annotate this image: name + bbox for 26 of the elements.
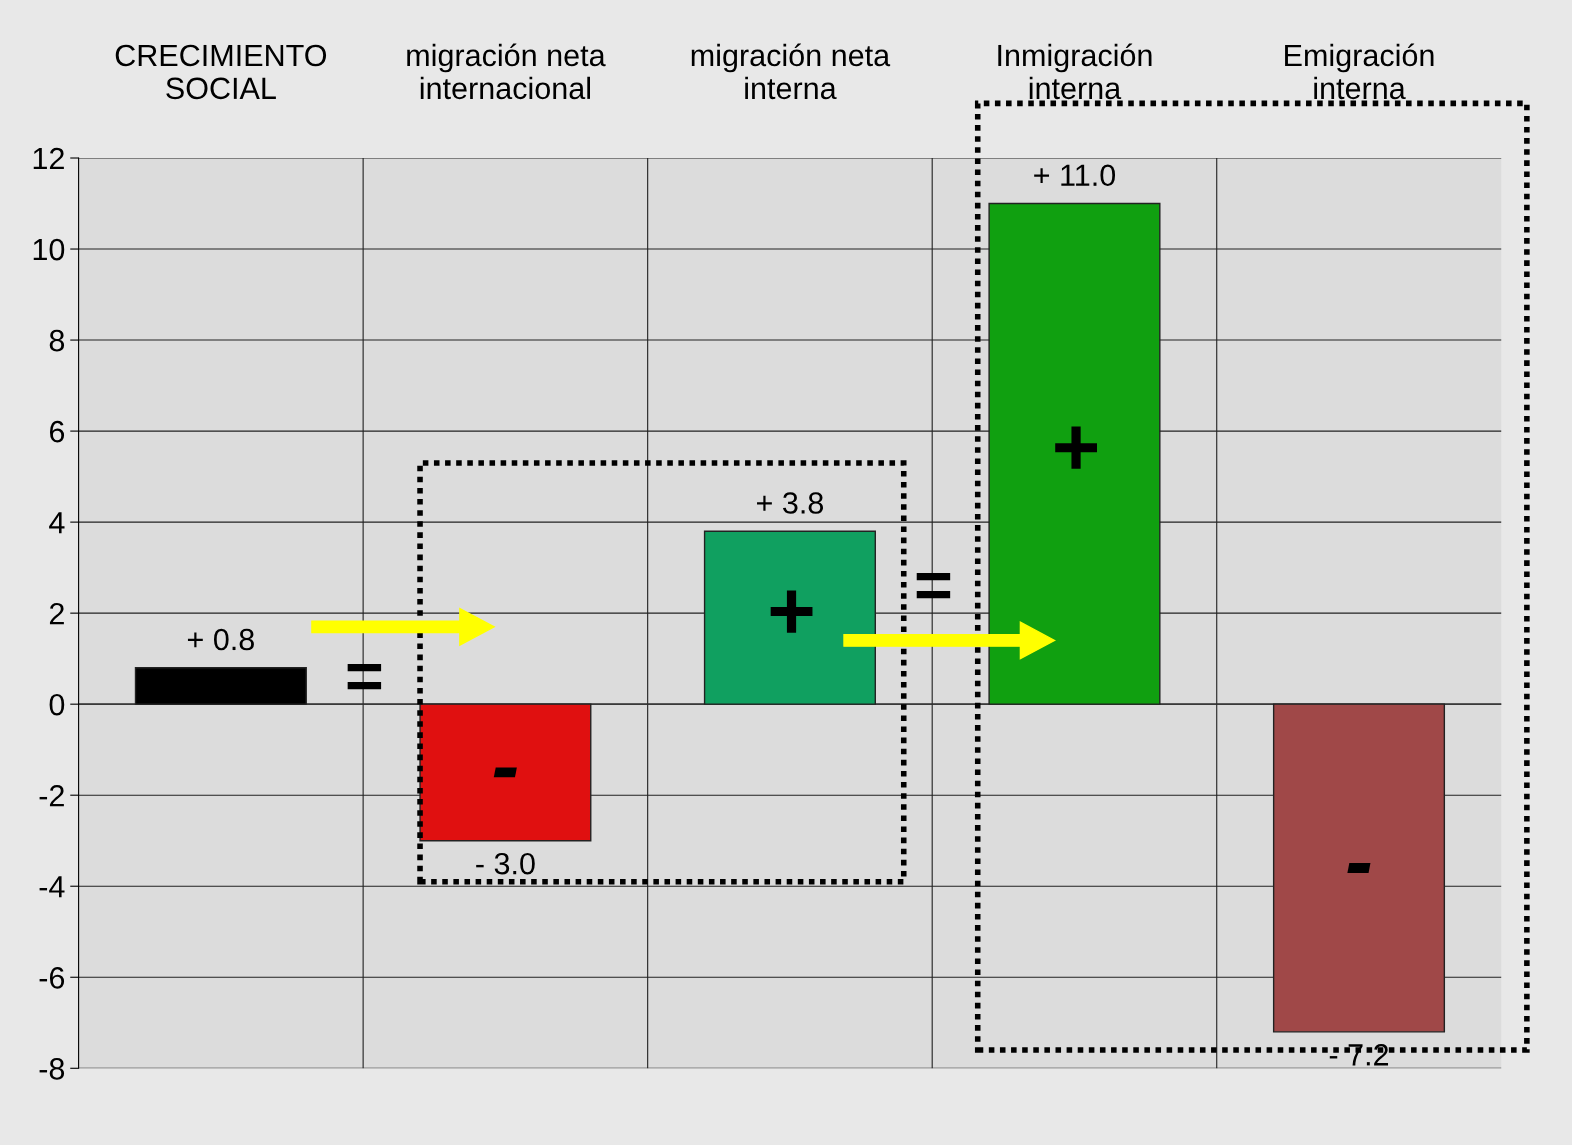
data-label: + 11.0 (1034, 164, 1116, 187)
y-tick-label: -2 (39, 784, 64, 807)
y-tick-label: 0 (49, 693, 65, 716)
annotation: + (770, 590, 813, 633)
y-tick-label: 12 (33, 147, 64, 170)
annotation: + (1055, 426, 1097, 469)
y-tick-label: 8 (49, 329, 65, 352)
y-tick-label: -6 (39, 966, 65, 989)
y-tick-label: 6 (49, 420, 65, 443)
x-tick-label: migración neta interna (691, 43, 891, 100)
x-tick-label: migración neta internacional (407, 43, 606, 100)
x-tick-label: CRECIMIENTO SOCIAL (115, 44, 327, 100)
annotation: - (493, 767, 517, 778)
y-tick-label: 4 (49, 512, 65, 534)
y-tick-label: 10 (33, 238, 65, 261)
annotation: - (1347, 863, 1371, 873)
y-tick-label: 2 (49, 602, 64, 625)
x-tick-label: Emigración interna (1285, 43, 1434, 100)
data-label: + 3.8 (757, 492, 824, 514)
y-tick-label: -4 (39, 876, 65, 898)
data-label: - 3.0 (476, 852, 535, 875)
data-label: + 0.8 (187, 628, 254, 651)
x-tick-label: Inmigración interna (998, 43, 1152, 100)
data-label: - 7.2 (1329, 1044, 1389, 1066)
bar (134, 667, 307, 705)
y-tick-label: -8 (39, 1058, 65, 1080)
